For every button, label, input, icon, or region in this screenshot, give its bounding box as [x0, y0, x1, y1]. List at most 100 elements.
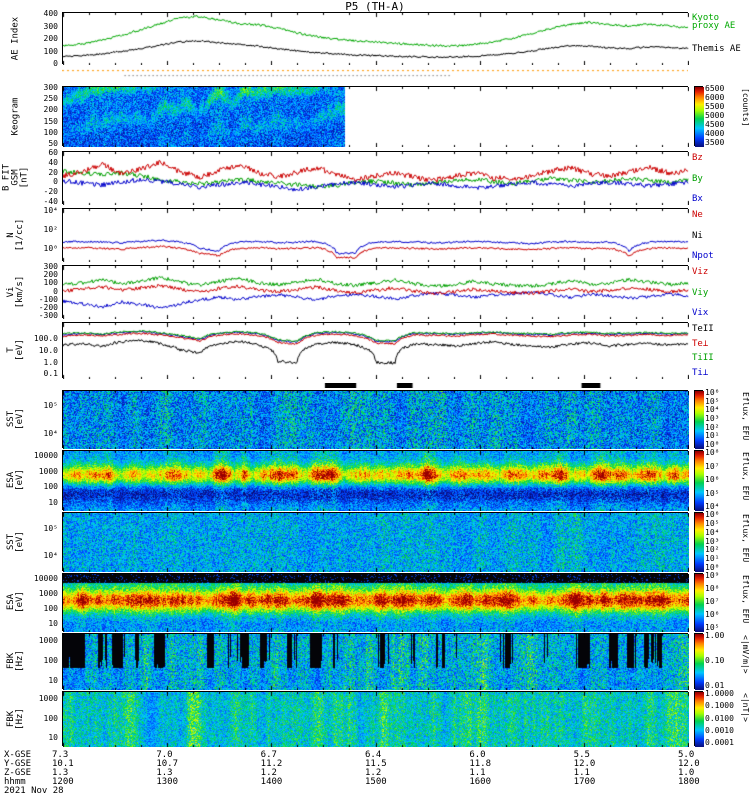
legend-proxy AE: proxy AE — [692, 21, 736, 32]
footer-value: 6.0 — [469, 750, 486, 760]
footer-value: 1.3 — [156, 768, 173, 778]
flag-panel — [62, 67, 688, 79]
fbk2-colorbar-label: <|nT|> — [741, 693, 750, 722]
keo-ytick: 300 — [43, 83, 58, 93]
legend-Themis AE: Themis AE — [692, 44, 741, 55]
footer-row-label: Y-GSE — [4, 759, 32, 769]
fbk1-canvas — [63, 634, 689, 690]
esa1-colorbar-tick: 10⁷ — [705, 461, 720, 471]
sst2-colorbar-tick: 10⁵ — [705, 518, 720, 528]
sst2-ytick: 10⁴ — [43, 551, 58, 561]
sst1-canvas — [63, 391, 689, 449]
esa2-canvas — [63, 574, 689, 632]
fbk2-ytick: 100 — [43, 713, 58, 723]
footer-value: 1.1 — [469, 768, 486, 778]
fbk2-ytick: 10 — [48, 732, 58, 742]
sst1-ytick: 10⁵ — [43, 401, 58, 411]
fbk1-colorbar-tick: 1.00 — [705, 631, 725, 640]
esa2-ytick: 10000 — [33, 573, 58, 583]
sst1-colorbar-canvas — [695, 391, 704, 449]
esa2-colorbar-tick: 10⁹ — [705, 571, 720, 580]
footer-row-label: Z-GSE — [4, 768, 32, 778]
fbk2-colorbar-tick: 1.0000 — [705, 689, 734, 698]
b-ytick: -20 — [43, 186, 58, 196]
keo-ytick: 50 — [48, 138, 58, 148]
n-panel — [62, 208, 689, 262]
v-ytick: 0 — [53, 286, 58, 296]
esa1-ytick: 1000 — [38, 466, 58, 476]
v-ytick: 300 — [43, 261, 58, 271]
esa1-ytick: 100 — [43, 482, 58, 492]
keo-ytick: 250 — [43, 94, 58, 104]
sst2-colorbar-label: Eflux, EFU — [741, 514, 750, 563]
footer-value: 6.4 — [365, 750, 382, 760]
b-ytick: -40 — [43, 196, 58, 206]
ae-ytick: 0 — [53, 59, 58, 68]
footer-value: 1.1 — [573, 768, 590, 778]
esa1-canvas — [63, 451, 689, 511]
flag-canvas — [62, 67, 688, 79]
keo-ytick: 100 — [43, 127, 58, 137]
legend-Ni: Ni — [692, 230, 703, 241]
sst2-colorbar-tick: 10³ — [705, 536, 720, 546]
esa1-panel — [62, 450, 689, 511]
sst1-colorbar-label: Eflux, EFU — [741, 392, 750, 441]
t-canvas — [63, 323, 689, 379]
esa1-ytick: 10000 — [33, 451, 58, 460]
b-ytick: 20 — [48, 167, 58, 177]
sst2-colorbar-tick: 10² — [705, 545, 720, 555]
legend-Vix: Vix — [692, 308, 709, 318]
footer-value: 11.5 — [365, 759, 387, 769]
b-canvas — [63, 152, 689, 205]
b-ytick: 60 — [48, 148, 58, 158]
t-ytick: 100.0 — [33, 334, 58, 344]
fbk2-colorbar — [694, 691, 704, 747]
footer-value: 10.1 — [52, 759, 74, 769]
legend-Kyoto: Kyoto — [692, 12, 720, 23]
t-ytick: 1.0 — [43, 357, 58, 367]
n-canvas — [63, 209, 689, 262]
sst1-panel — [62, 390, 689, 449]
esa2-colorbar-label: Eflux, EFU — [741, 575, 750, 624]
fbk1-ytick: 1000 — [38, 636, 58, 646]
b-ytick: 0 — [53, 177, 58, 187]
legend-TiII: TiII — [692, 353, 714, 364]
fbk2-colorbar-tick: 0.0010 — [705, 725, 734, 735]
sst1-colorbar-tick: 10⁶ — [705, 388, 720, 397]
footer-value: 1300 — [156, 777, 179, 787]
footer-value: 7.0 — [156, 750, 173, 760]
esa2-ytick: 1000 — [38, 588, 58, 598]
keo-colorbar-tick: 4000 — [705, 129, 725, 138]
footer-value: 1.3 — [52, 768, 69, 778]
legend-By: By — [692, 173, 703, 184]
legend-Bx: Bx — [692, 194, 703, 204]
footer-value: 5.5 — [573, 750, 590, 760]
esa2-panel — [62, 573, 689, 632]
keo-ytick: 150 — [43, 116, 58, 126]
sst1-colorbar-tick: 10⁵ — [705, 396, 720, 406]
legend-TeII: TeII — [692, 324, 714, 334]
keo-ytick: 200 — [43, 105, 58, 115]
fbk1-colorbar-tick: 0.01 — [705, 681, 725, 690]
footer-row-label: hhmm — [4, 777, 26, 787]
fbk1-colorbar-canvas — [695, 634, 704, 690]
footer-value: 12.0 — [573, 759, 596, 769]
v-ytick: 200 — [43, 269, 58, 279]
sst2-panel — [62, 512, 689, 572]
ae-panel — [62, 12, 689, 65]
v-canvas — [63, 266, 689, 319]
keo-colorbar-tick: 5500 — [705, 102, 725, 111]
v-ytick: -100 — [38, 294, 58, 304]
footer-value: 7.3 — [52, 750, 69, 760]
footer-value: 1800 — [678, 777, 700, 787]
t-panel — [62, 322, 689, 379]
keo-colorbar-canvas — [695, 87, 704, 147]
footer-row-label: X-GSE — [4, 750, 32, 760]
t-ytick: 10.0 — [38, 346, 58, 355]
footer-value: 10.7 — [156, 759, 179, 769]
fbk1-colorbar — [694, 633, 704, 690]
ae-ytick: 200 — [43, 34, 58, 44]
legend-Viz: Viz — [692, 267, 709, 277]
sst2-colorbar — [694, 512, 704, 572]
